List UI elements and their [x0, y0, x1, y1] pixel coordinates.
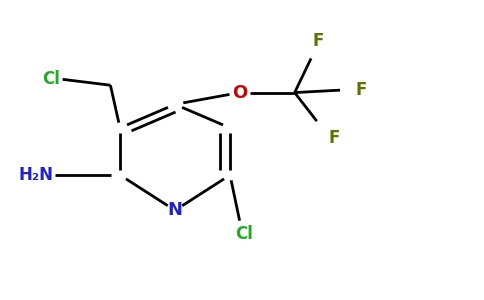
Text: H₂N: H₂N — [18, 166, 53, 184]
Text: Cl: Cl — [235, 225, 253, 243]
Text: F: F — [328, 129, 339, 147]
Text: O: O — [232, 84, 247, 102]
Text: Cl: Cl — [42, 70, 60, 88]
Text: F: F — [355, 81, 367, 99]
Text: F: F — [313, 32, 324, 50]
Text: N: N — [167, 201, 182, 219]
